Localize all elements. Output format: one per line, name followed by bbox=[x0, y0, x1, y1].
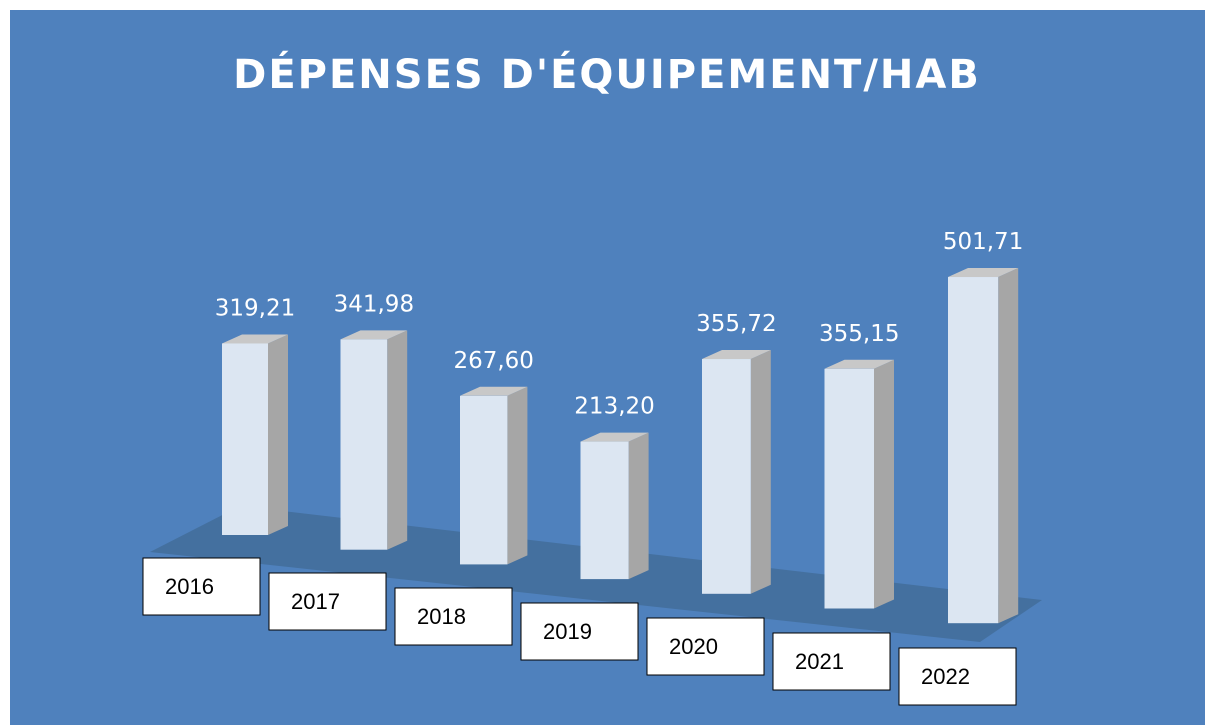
x-tick-label: 2021 bbox=[795, 649, 844, 674]
bar-top bbox=[222, 334, 288, 344]
category-box bbox=[520, 602, 639, 661]
bar bbox=[580, 441, 629, 580]
bar-side bbox=[874, 359, 894, 609]
value-label: 501,71 bbox=[943, 229, 1023, 255]
bar-side bbox=[628, 432, 649, 580]
bar-top bbox=[580, 432, 649, 442]
x-tick-label: 2017 bbox=[291, 589, 340, 614]
bar-top bbox=[702, 350, 771, 360]
bar-side bbox=[507, 386, 528, 565]
bar-top bbox=[460, 386, 528, 396]
bar bbox=[460, 395, 508, 565]
value-label: 355,72 bbox=[696, 311, 776, 337]
bar-side bbox=[998, 268, 1019, 624]
value-label: 267,60 bbox=[453, 348, 533, 374]
bar bbox=[824, 368, 874, 609]
x-tick-label: 2016 bbox=[165, 574, 214, 599]
value-label: 213,20 bbox=[574, 394, 654, 420]
bar-top bbox=[824, 359, 894, 369]
category-box bbox=[268, 572, 387, 631]
bar bbox=[702, 359, 751, 594]
bar-side bbox=[750, 350, 771, 594]
bar bbox=[948, 277, 999, 624]
bars: 319,21 341,98 267,60 213,20 355,72 355,15 501,… bbox=[215, 229, 1023, 624]
chart-title: DÉPENSES D'ÉQUIPEMENT/HAB bbox=[233, 50, 981, 98]
category-labels: 2016 2017 2018 2019 2020 2021 2022 bbox=[142, 557, 1017, 706]
category-box bbox=[394, 587, 513, 646]
category-box bbox=[142, 557, 261, 616]
value-label: 341,98 bbox=[334, 291, 414, 317]
bar-top bbox=[948, 268, 1019, 278]
category-box bbox=[898, 647, 1017, 706]
bar bbox=[222, 343, 268, 535]
value-label: 355,15 bbox=[819, 321, 899, 347]
value-label: 319,21 bbox=[215, 295, 295, 321]
x-tick-label: 2020 bbox=[669, 634, 718, 659]
x-tick-label: 2018 bbox=[417, 604, 466, 629]
bar bbox=[340, 339, 388, 550]
x-tick-label: 2019 bbox=[543, 619, 592, 644]
category-box bbox=[646, 617, 765, 676]
bar-side bbox=[268, 334, 288, 535]
bar-top bbox=[340, 330, 408, 340]
x-tick-label: 2022 bbox=[921, 664, 970, 689]
category-box bbox=[772, 632, 891, 691]
bar-side bbox=[387, 330, 408, 550]
